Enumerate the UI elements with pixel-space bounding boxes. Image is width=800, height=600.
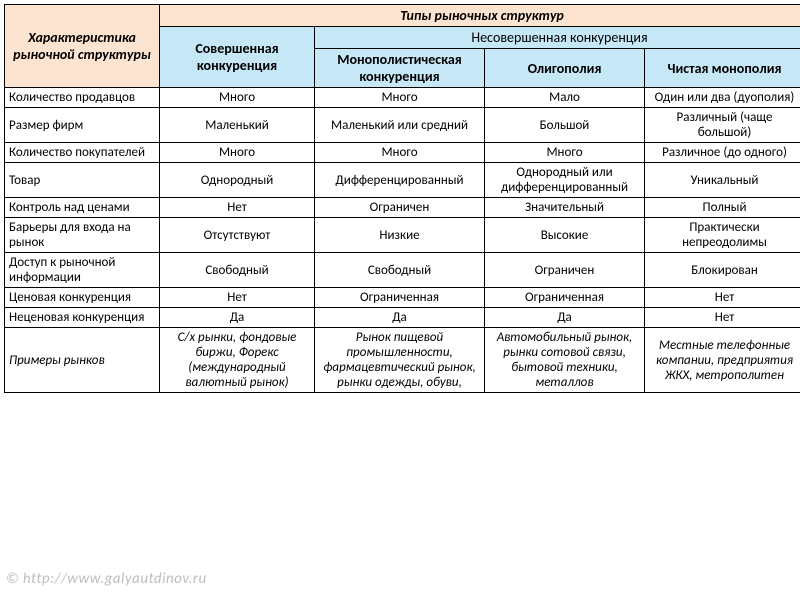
header-monopolistic: Монополистическая конкуренция [315, 49, 485, 88]
cell: Низкие [315, 218, 485, 253]
table-row: Количество покупателейМногоМногоМногоРаз… [5, 143, 800, 163]
cell: Да [485, 308, 645, 328]
table-row: Размер фирмМаленькийМаленький или средни… [5, 108, 800, 143]
cell: Много [485, 143, 645, 163]
cell: Практически непреодолимы [645, 218, 800, 253]
cell: Уникальный [645, 163, 800, 198]
cell: Свободный [160, 253, 315, 288]
header-rowlabel: Характеристика рыночной структуры [5, 5, 160, 88]
cell: Много [315, 143, 485, 163]
cell: Автомобильный рынок, рынки сотовой связи… [485, 328, 645, 393]
header-top-span: Типы рыночных структур [160, 5, 800, 27]
cell: Много [160, 143, 315, 163]
cell: Ограниченная [315, 288, 485, 308]
watermark: © http://www.galyautdinov.ru [6, 570, 207, 588]
cell: Ограничен [315, 198, 485, 218]
row-label: Товар [5, 163, 160, 198]
cell: Нет [160, 198, 315, 218]
table-row: ТоварОднородныйДифференцированныйОднород… [5, 163, 800, 198]
cell: Значительный [485, 198, 645, 218]
cell: Маленький или средний [315, 108, 485, 143]
table-row: Доступ к рыночной информацииСвободныйСво… [5, 253, 800, 288]
cell: Высокие [485, 218, 645, 253]
cell: Однородный или дифференцированный [485, 163, 645, 198]
row-label: Ценовая конкуренция [5, 288, 160, 308]
cell: Большой [485, 108, 645, 143]
cell: Много [160, 88, 315, 108]
cell: Различный (чаще большой) [645, 108, 800, 143]
cell: Однородный [160, 163, 315, 198]
cell: Один или два (дуополия) [645, 88, 800, 108]
cell: Ограниченная [485, 288, 645, 308]
header-perfect: Совершенная конкуренция [160, 27, 315, 88]
cell: Отсутствуют [160, 218, 315, 253]
cell: Ограничен [485, 253, 645, 288]
cell: Маленький [160, 108, 315, 143]
table-row: Барьеры для входа на рынокОтсутствуютНиз… [5, 218, 800, 253]
cell: Полный [645, 198, 800, 218]
cell: Нет [645, 308, 800, 328]
row-label: Размер фирм [5, 108, 160, 143]
table-body: Количество продавцовМногоМногоМалоОдин и… [5, 88, 800, 393]
row-label: Примеры рынков [5, 328, 160, 393]
table-row: Неценовая конкуренцияДаДаДаНет [5, 308, 800, 328]
row-label: Неценовая конкуренция [5, 308, 160, 328]
cell: Да [315, 308, 485, 328]
row-label: Количество продавцов [5, 88, 160, 108]
cell: Различное (до одного) [645, 143, 800, 163]
cell: Да [160, 308, 315, 328]
header-imperfect-span: Несовершенная конкуренция [315, 27, 800, 49]
cell: Рынок пищевой промышленности, фармацевти… [315, 328, 485, 393]
table-row: Контроль над ценамиНетОграниченЗначитель… [5, 198, 800, 218]
cell: Мало [485, 88, 645, 108]
cell: Местные телефонные компании, предприятия… [645, 328, 800, 393]
cell: Свободный [315, 253, 485, 288]
header-monopoly: Чистая монополия [645, 49, 800, 88]
cell: Нет [160, 288, 315, 308]
header-oligopoly: Олигополия [485, 49, 645, 88]
cell: Нет [645, 288, 800, 308]
row-label: Количество покупателей [5, 143, 160, 163]
table-row: Примеры рынковС/х рынки, фондовые биржи,… [5, 328, 800, 393]
row-label: Доступ к рыночной информации [5, 253, 160, 288]
table-row: Количество продавцовМногоМногоМалоОдин и… [5, 88, 800, 108]
market-structures-table: Характеристика рыночной структуры Типы р… [4, 4, 800, 393]
table-header: Характеристика рыночной структуры Типы р… [5, 5, 800, 88]
cell: Много [315, 88, 485, 108]
row-label: Контроль над ценами [5, 198, 160, 218]
cell: С/х рынки, фондовые биржи, Форекс (между… [160, 328, 315, 393]
table-row: Ценовая конкуренцияНетОграниченнаяОграни… [5, 288, 800, 308]
row-label: Барьеры для входа на рынок [5, 218, 160, 253]
cell: Дифференцированный [315, 163, 485, 198]
cell: Блокирован [645, 253, 800, 288]
